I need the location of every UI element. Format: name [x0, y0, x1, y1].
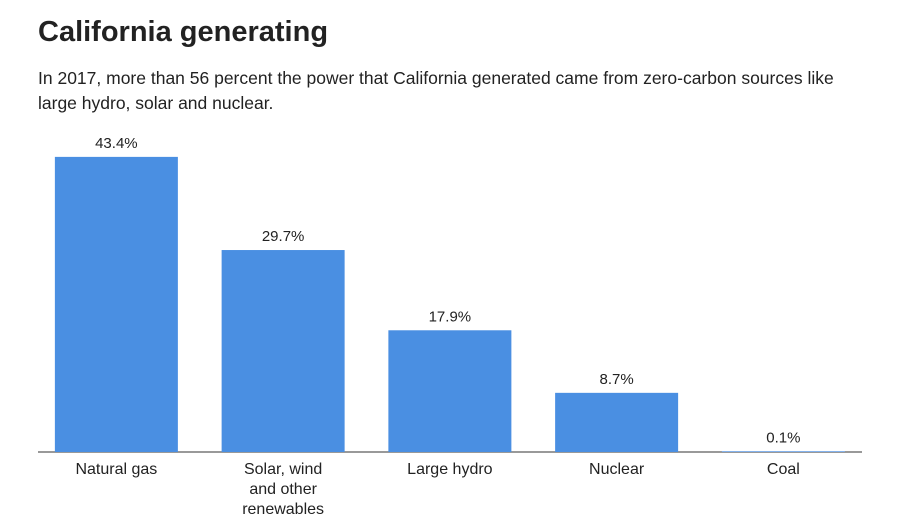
- value-label: 17.9%: [429, 308, 472, 325]
- x-tick-label: Coal: [766, 461, 800, 478]
- x-tick-label: Natural gas: [75, 461, 158, 478]
- bar: [555, 392, 679, 452]
- bar: [54, 156, 178, 452]
- x-tick-label: Solar, wind and other renewables: [242, 461, 325, 518]
- value-label: 29.7%: [262, 228, 305, 245]
- value-label: 8.7%: [600, 371, 634, 388]
- chart-subtitle: In 2017, more than 56 percent the power …: [38, 68, 834, 113]
- chart-title: California generating: [38, 16, 329, 48]
- value-label: 43.4%: [95, 135, 138, 152]
- value-label: 0.1%: [766, 429, 800, 446]
- x-tick-label: Large hydro: [407, 461, 493, 478]
- bar: [721, 451, 845, 452]
- x-tick-label: Nuclear: [589, 461, 645, 478]
- bar: [388, 330, 512, 452]
- bar: [221, 250, 345, 452]
